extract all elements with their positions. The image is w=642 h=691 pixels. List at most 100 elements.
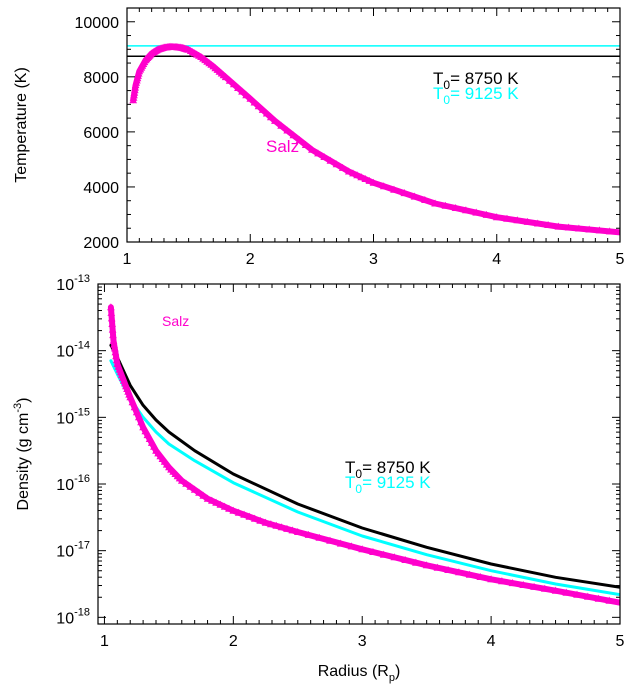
y-tick-exponent: -18 xyxy=(74,606,90,618)
salz-marker xyxy=(199,491,208,499)
salz-marker xyxy=(147,438,156,446)
salz-marker xyxy=(379,182,388,190)
x-axis-title-text: ) xyxy=(395,663,400,680)
x-tick-label: 1 xyxy=(100,633,109,650)
y-tick-label: 10-17 xyxy=(56,540,90,561)
y-tick-label: 10-14 xyxy=(56,340,90,361)
y-tick-base: 10 xyxy=(56,344,74,361)
y-axis-title: Density (g cm-3) xyxy=(12,398,32,511)
salz-marker xyxy=(465,570,474,578)
y-tick-label: 4000 xyxy=(83,180,119,197)
salz-marker xyxy=(289,131,298,139)
salz-marker xyxy=(562,588,571,596)
salz-annotation: Salz xyxy=(162,313,189,329)
legend-subscript: 0 xyxy=(443,93,450,107)
salz-marker xyxy=(182,479,190,487)
y-tick-exponent: -17 xyxy=(74,540,90,552)
series-group xyxy=(127,42,620,236)
salz-marker xyxy=(320,152,329,160)
legend-entry: T0= 9125 K xyxy=(433,84,519,107)
salz-marker xyxy=(293,527,302,535)
salz-marker xyxy=(513,216,522,224)
salz-marker xyxy=(137,418,145,426)
salz-marker xyxy=(283,524,291,532)
legend-text: T xyxy=(433,69,443,88)
y-axis-title-text: Density (g cm xyxy=(15,413,32,511)
salz-marker xyxy=(295,136,304,144)
x-tick-label: 3 xyxy=(369,251,378,268)
salz-marker xyxy=(128,398,137,406)
salz-marker xyxy=(216,500,225,508)
salz-marker xyxy=(162,460,171,468)
salz-marker xyxy=(594,594,603,602)
x-tick-label: 5 xyxy=(616,633,625,650)
salz-marker xyxy=(152,446,160,454)
salz-marker xyxy=(462,206,470,214)
salz-marker xyxy=(595,226,604,234)
salz-marker xyxy=(390,185,398,193)
salz-marker xyxy=(369,547,377,555)
salz-marker xyxy=(250,514,259,522)
salz-marker xyxy=(451,203,460,211)
salz-marker xyxy=(262,109,271,117)
salz-marker xyxy=(412,558,420,566)
salz-marker xyxy=(390,553,399,561)
series-group xyxy=(107,303,620,606)
salz-marker xyxy=(554,222,563,230)
salz-marker xyxy=(585,225,594,233)
y-tick-label: 10-13 xyxy=(56,273,90,294)
legend-text: T xyxy=(345,473,355,492)
salz-marker xyxy=(190,485,199,493)
salz-marker xyxy=(130,403,139,411)
y-tick-base: 10 xyxy=(56,277,74,294)
salz-marker xyxy=(177,476,186,484)
salz-marker xyxy=(530,582,538,590)
salz-marker xyxy=(508,579,517,587)
salz-marker xyxy=(353,171,361,179)
salz-marker xyxy=(361,174,370,182)
salz-marker xyxy=(605,227,614,235)
legend-subscript: 0 xyxy=(355,482,362,496)
x-tick-label: 2 xyxy=(229,633,238,650)
salz-marker xyxy=(266,113,275,121)
y-tick-label: 2000 xyxy=(83,235,119,252)
salz-marker xyxy=(288,526,297,534)
salz-marker xyxy=(338,163,347,171)
salz-marker xyxy=(482,210,491,218)
legend-entry: T0= 8750 K xyxy=(433,69,519,92)
salz-marker xyxy=(234,508,243,516)
salz-marker xyxy=(156,452,165,460)
salz-marker xyxy=(258,105,267,113)
salz-marker xyxy=(336,539,345,547)
salz-marker xyxy=(267,520,275,528)
salz-marker xyxy=(250,98,259,106)
salz-marker xyxy=(476,572,485,580)
salz-marker xyxy=(583,592,592,600)
salz-marker xyxy=(349,169,357,177)
y-tick-label: 10-15 xyxy=(56,406,90,427)
salz-marker xyxy=(444,565,452,573)
salz-marker xyxy=(441,201,450,209)
salz-marker xyxy=(308,145,316,153)
salz-marker xyxy=(242,91,250,99)
salz-marker xyxy=(238,87,246,95)
salz-marker xyxy=(332,160,341,168)
salz-marker xyxy=(421,195,429,203)
legend-text: T xyxy=(433,84,443,103)
y-tick-base: 10 xyxy=(56,477,74,494)
salz-marker xyxy=(246,94,255,102)
salz-marker xyxy=(229,506,238,514)
y-tick-label: 10-18 xyxy=(56,606,90,627)
legend-text: = 8750 K xyxy=(362,458,431,477)
y-tick-base: 10 xyxy=(56,544,74,561)
salz-marker xyxy=(523,217,532,225)
legend-text: = 9125 K xyxy=(450,84,519,103)
salz-marker xyxy=(203,494,212,502)
axis-frame xyxy=(97,283,621,625)
y-tick-exponent: -14 xyxy=(74,340,90,352)
salz-marker xyxy=(234,83,242,91)
y-tick-base: 10 xyxy=(56,410,74,427)
series-line-salz xyxy=(130,43,620,236)
salz-marker xyxy=(277,523,286,531)
